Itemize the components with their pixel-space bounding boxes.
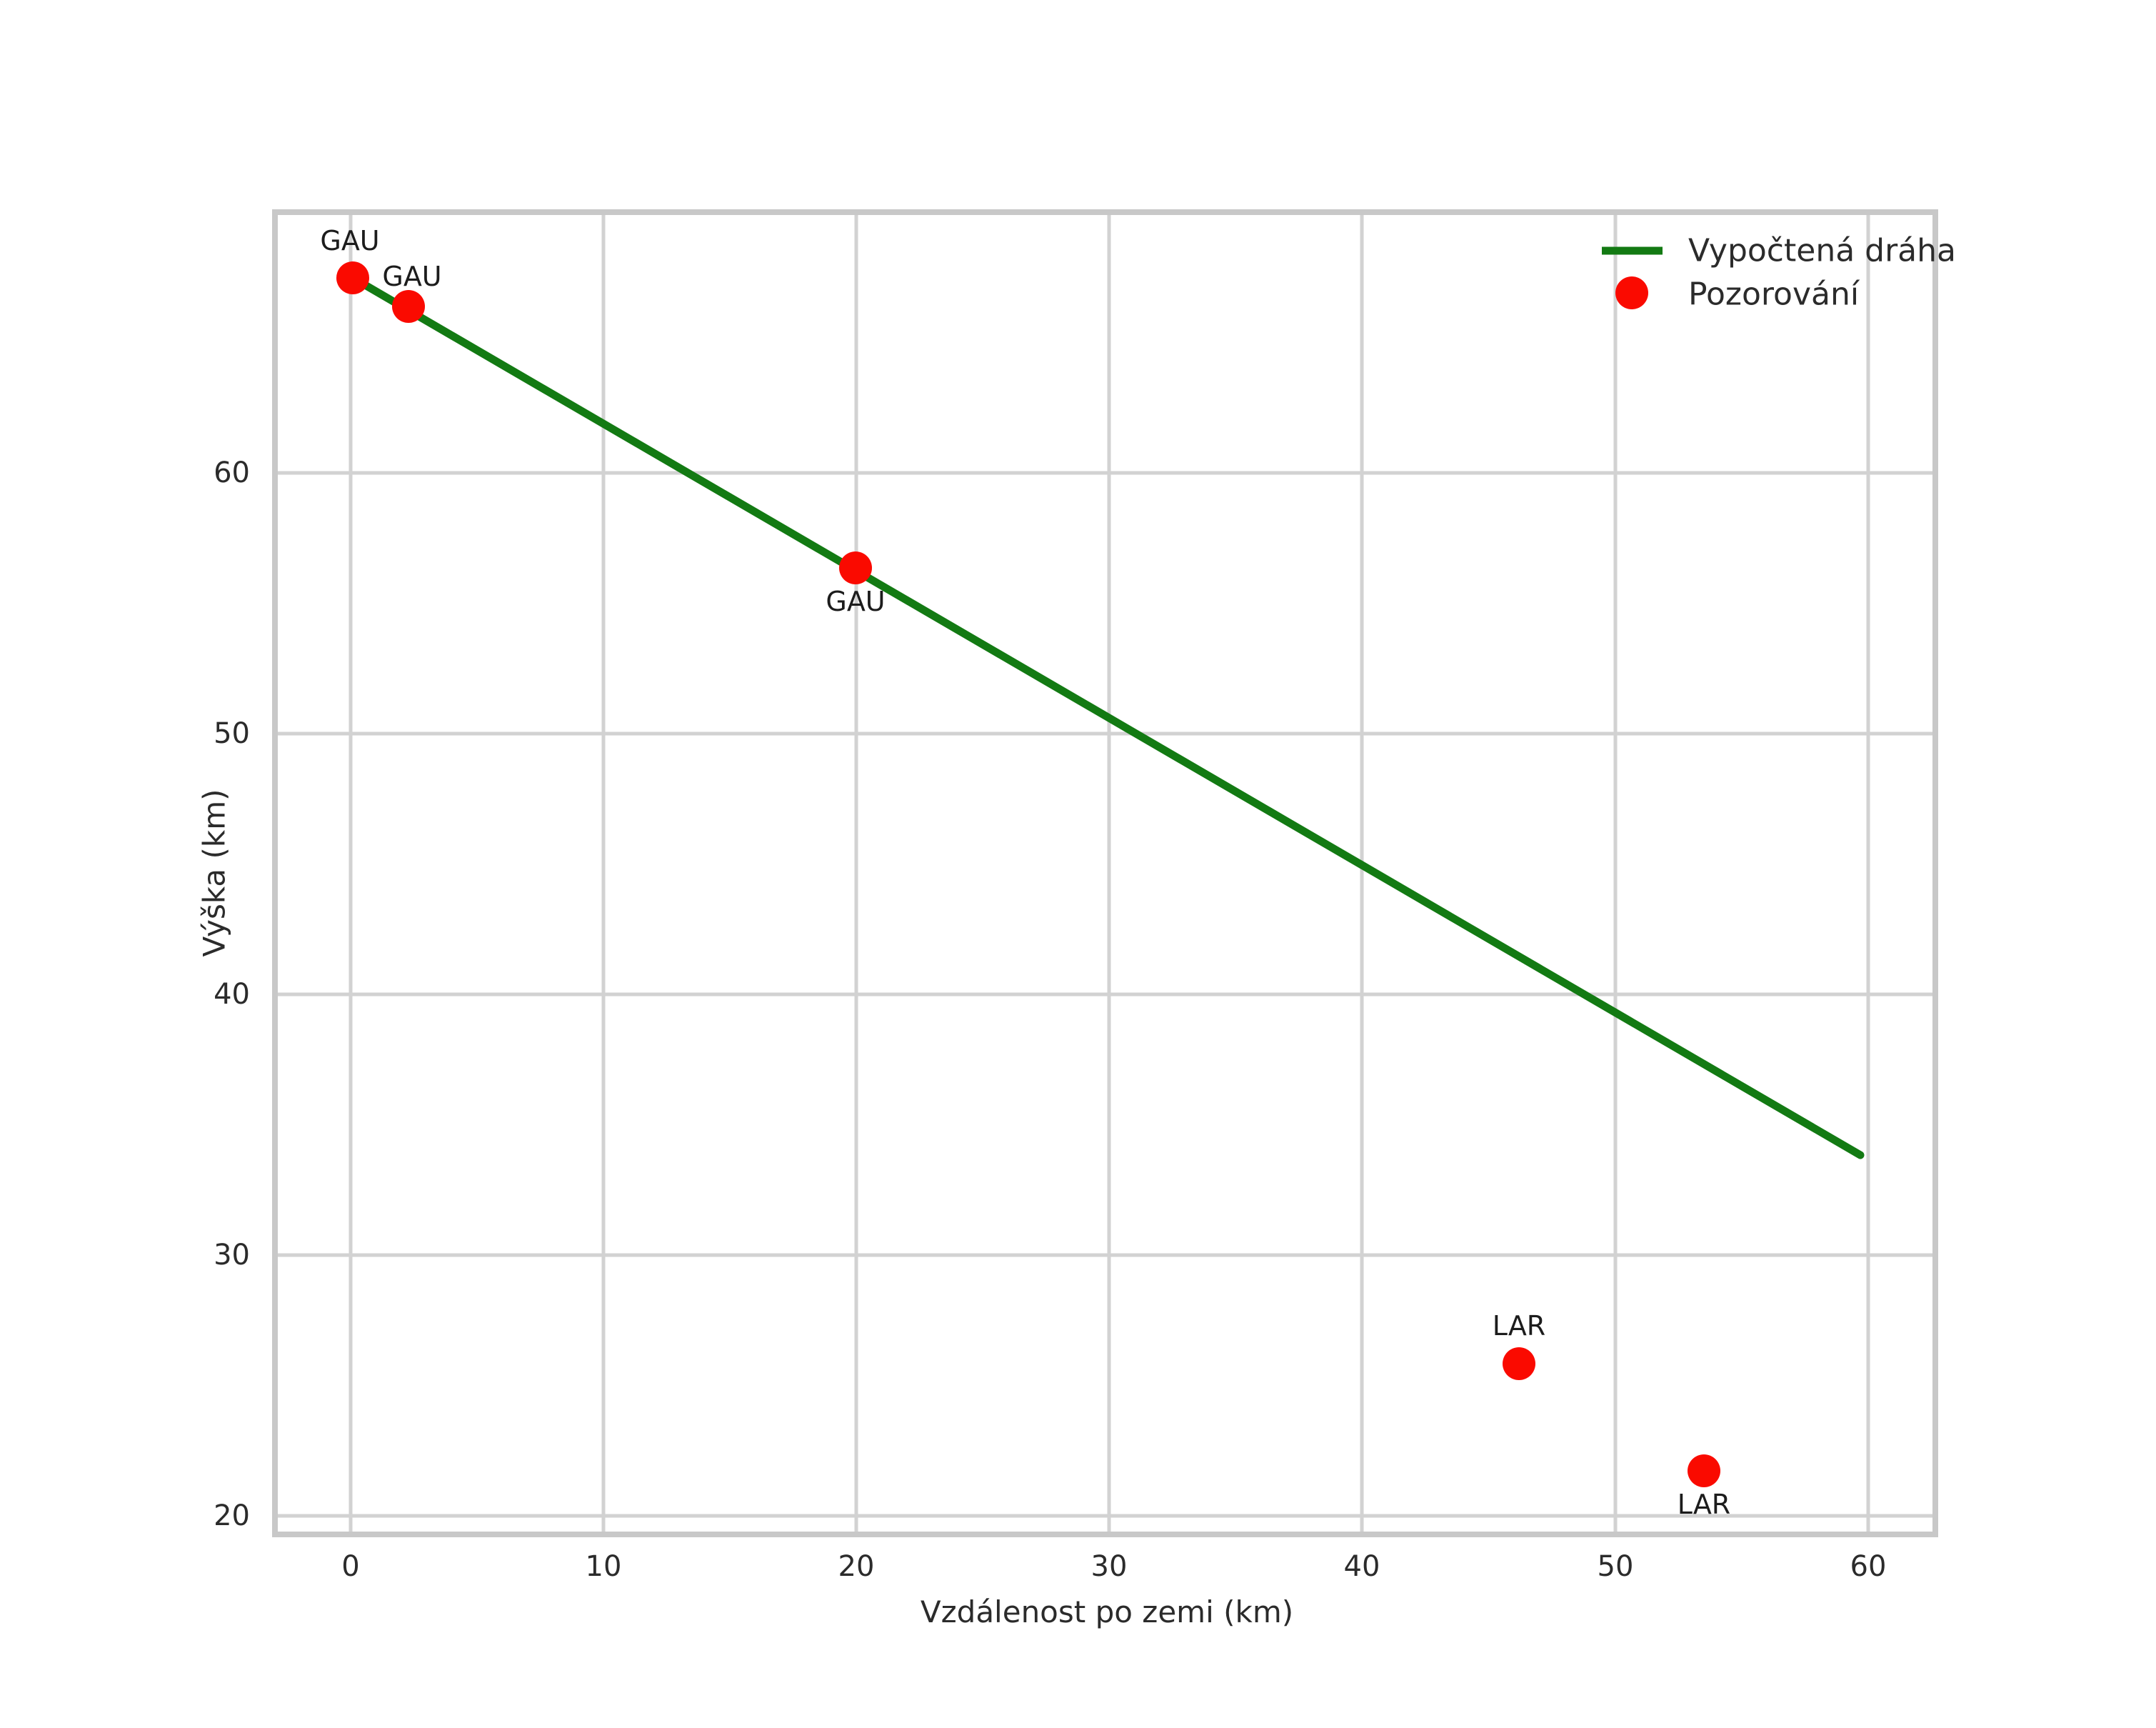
legend-label-observation: Pozorování	[1688, 276, 1860, 313]
point-annotation-gau-3: GAU	[826, 586, 886, 617]
x-tick-label-50: 50	[1597, 1550, 1634, 1583]
observation-markers	[336, 261, 1720, 1487]
observation-point[interactable]	[839, 551, 872, 584]
legend-markers	[1602, 246, 1663, 309]
point-annotation-lar-2: LAR	[1677, 1489, 1731, 1520]
x-tick-label-20: 20	[838, 1550, 875, 1583]
y-tick-label-60: 60	[214, 456, 250, 489]
y-tick-label-50: 50	[214, 717, 250, 750]
x-tick-label-10: 10	[585, 1550, 622, 1583]
x-tick-label-30: 30	[1090, 1550, 1128, 1583]
x-axis-title: Vzdálenost po zemi (km)	[920, 1594, 1294, 1629]
observation-point[interactable]	[336, 261, 369, 294]
grid-vertical	[349, 212, 1870, 1534]
legend-label-trajectory: Vypočtená dráha	[1688, 232, 1956, 269]
x-tick-label-40: 40	[1343, 1550, 1380, 1583]
point-annotation-gau-1: GAU	[320, 225, 380, 256]
observation-point[interactable]	[1688, 1454, 1720, 1487]
y-axis-title: Výška (km)	[196, 789, 232, 957]
y-tick-label-40: 40	[214, 978, 250, 1011]
plot-spines	[272, 209, 1938, 1537]
legend-dot-swatch	[1615, 276, 1648, 309]
y-tick-label-20: 20	[214, 1499, 250, 1532]
grid-horizontal	[275, 471, 1935, 1518]
point-annotation-gau-2: GAU	[382, 261, 442, 292]
x-tick-label-0: 0	[341, 1550, 360, 1583]
observation-point[interactable]	[392, 290, 425, 323]
trajectory-line	[349, 274, 1865, 1159]
observation-point[interactable]	[1503, 1347, 1535, 1380]
point-annotation-lar-1: LAR	[1492, 1310, 1546, 1342]
y-tick-label-30: 30	[214, 1239, 250, 1272]
x-tick-label-60: 60	[1850, 1550, 1887, 1583]
plot-background	[275, 212, 1935, 1534]
